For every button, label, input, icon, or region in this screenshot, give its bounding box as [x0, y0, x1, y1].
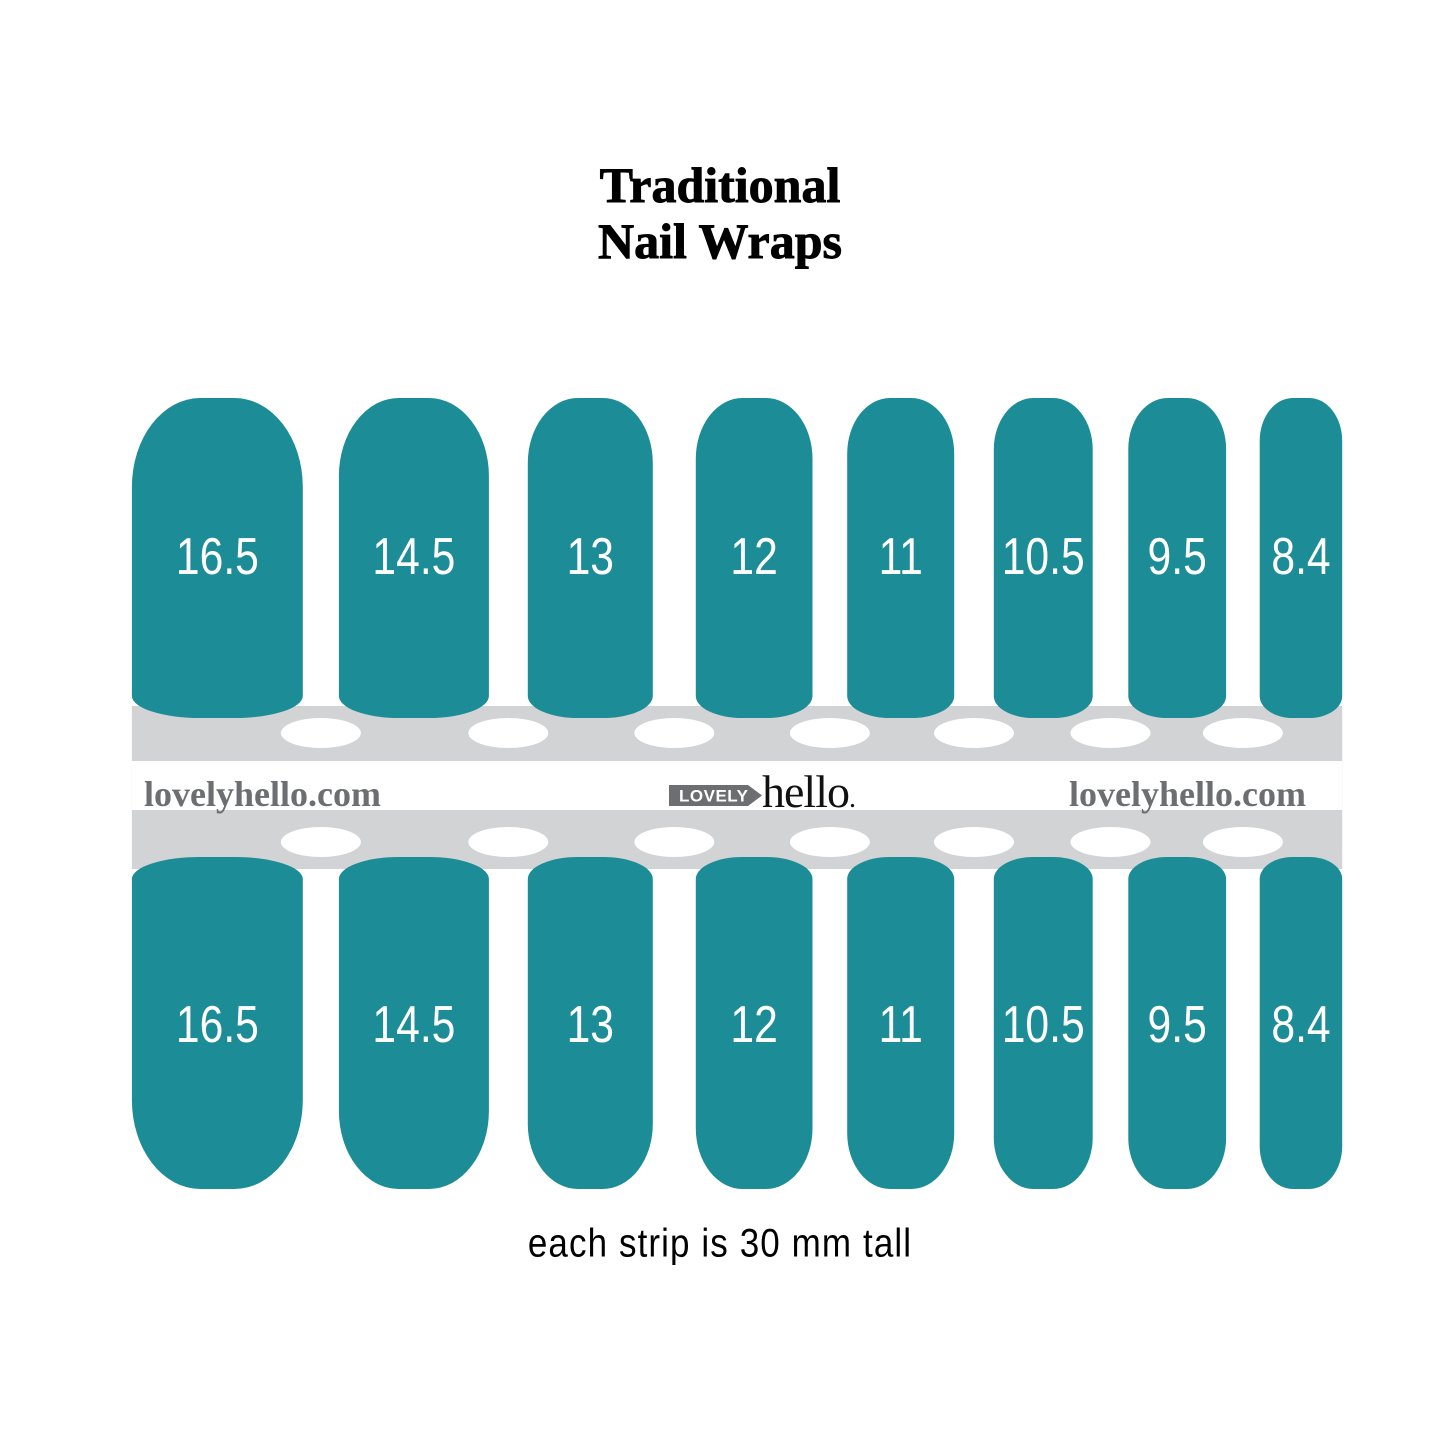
svg-text:9.5: 9.5 — [1148, 528, 1207, 586]
svg-text:lovelyhello.com: lovelyhello.com — [144, 774, 381, 814]
svg-text:12: 12 — [730, 528, 777, 586]
svg-text:8.4: 8.4 — [1271, 528, 1330, 586]
svg-text:11: 11 — [879, 996, 923, 1054]
svg-text:12: 12 — [730, 996, 777, 1054]
svg-text:14.5: 14.5 — [372, 996, 455, 1054]
svg-text:10.5: 10.5 — [1002, 528, 1085, 586]
svg-text:LOVELY: LOVELY — [679, 787, 749, 806]
svg-text:9.5: 9.5 — [1148, 996, 1207, 1054]
svg-text:lovelyhello.com: lovelyhello.com — [1069, 774, 1306, 814]
svg-text:hello.: hello. — [762, 766, 855, 817]
svg-text:14.5: 14.5 — [372, 528, 455, 586]
svg-text:10.5: 10.5 — [1002, 996, 1085, 1054]
svg-text:16.5: 16.5 — [176, 528, 259, 586]
svg-text:8.4: 8.4 — [1271, 996, 1330, 1054]
svg-text:13: 13 — [567, 996, 614, 1054]
svg-text:13: 13 — [567, 528, 614, 586]
svg-text:11: 11 — [879, 528, 923, 586]
svg-text:16.5: 16.5 — [176, 996, 259, 1054]
